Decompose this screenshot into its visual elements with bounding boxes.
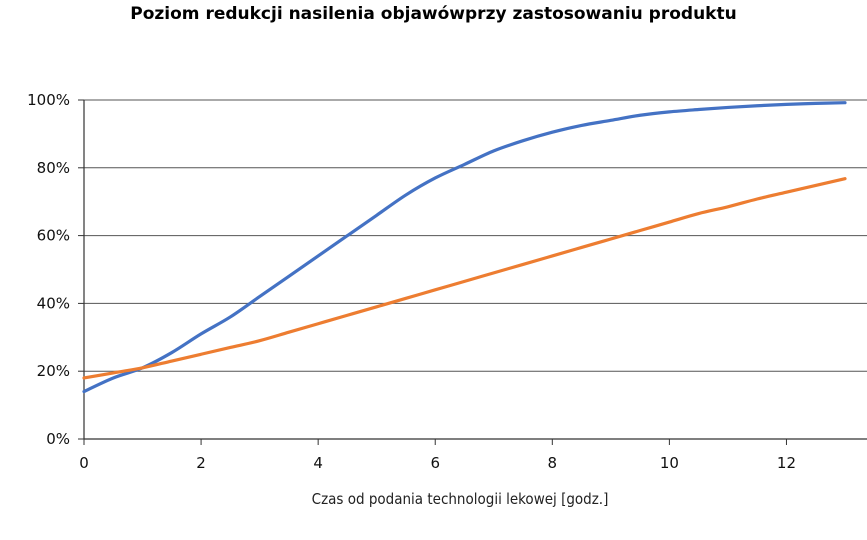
y-tick-label: 60% — [37, 227, 70, 245]
axes — [78, 99, 867, 445]
series-line-2 — [82, 177, 847, 380]
y-tick-label: 100% — [27, 91, 70, 109]
x-tick-label: 6 — [430, 454, 440, 472]
chart-title: Poziom redukcji nasilenia objawówprzy za… — [130, 4, 737, 24]
x-tick-label: 12 — [777, 454, 796, 472]
series-line-1 — [82, 101, 847, 394]
y-tick-label: 40% — [37, 294, 70, 312]
x-tick-label: 0 — [79, 454, 89, 472]
y-tick-label: 80% — [37, 159, 70, 177]
y-tick-label: 20% — [37, 362, 70, 380]
tick-labels: 0% 20% 40% 60% 80% 100% 0 2 4 6 8 10 12 — [27, 91, 796, 472]
series-lines — [82, 101, 847, 394]
x-tick-label: 8 — [548, 454, 558, 472]
x-tick-label: 2 — [196, 454, 206, 472]
gridlines — [84, 99, 867, 372]
y-tick-label: 0% — [46, 430, 70, 448]
x-tick-label: 4 — [313, 454, 323, 472]
x-axis-label: Czas od podania technologii lekowej [god… — [311, 490, 609, 508]
x-tick-label: 10 — [660, 454, 679, 472]
